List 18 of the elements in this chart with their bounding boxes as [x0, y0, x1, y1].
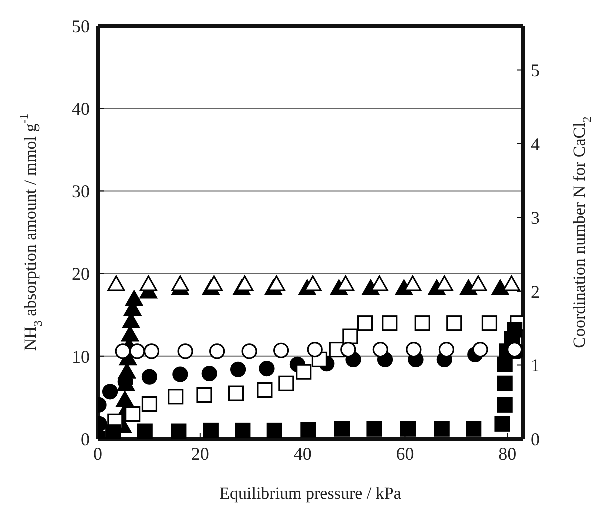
- y2-tick-label: 1: [531, 356, 540, 376]
- y-tick-label: 40: [72, 98, 90, 119]
- x-tick-label: 0: [94, 444, 102, 464]
- x-tick-label: 60: [396, 444, 414, 464]
- x-tick-label: 20: [191, 444, 210, 464]
- y2-tick-label: 2: [531, 282, 540, 302]
- y-tick-label: 30: [72, 182, 90, 202]
- y-tick-label: 50: [72, 16, 90, 36]
- x-axis-title: Equilibrium pressure / kPa: [220, 484, 402, 503]
- y-tick-label: 0: [81, 429, 90, 450]
- y2-tick-label: 0: [531, 429, 540, 450]
- y2-tick-label: 5: [531, 60, 540, 81]
- x-tick-label: 40: [294, 444, 312, 464]
- x-tick-label: 80: [498, 444, 517, 464]
- y-tick-label: 20: [72, 264, 90, 284]
- y2-tick-label: 4: [531, 134, 540, 154]
- y-tick-label: 10: [72, 346, 90, 367]
- y2-tick-label: 3: [531, 208, 540, 228]
